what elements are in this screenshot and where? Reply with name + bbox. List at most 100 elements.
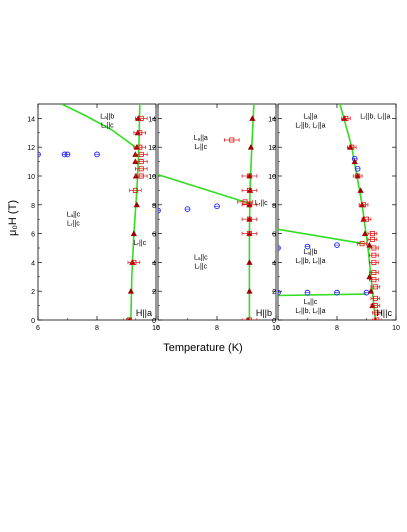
triangle-point <box>127 287 135 294</box>
panel-1: 0 2 4 6 8 10 12 14 6 8 10 Lₐ||b Lᵣ||c Lₐ||c Lᵣ||c Lᵣ||c… <box>27 103 160 332</box>
region-label: Lₐ||c <box>304 299 318 306</box>
region-label: Lₐ||a <box>194 135 208 142</box>
panels-layer: 0 2 4 6 8 10 12 14 6 8 10 Lₐ||b Lᵣ||c Lₐ||c Lᵣ||c Lᵣ||c… <box>27 103 400 332</box>
phase-boundary <box>248 104 255 320</box>
square-point <box>369 236 375 242</box>
phase-boundary <box>339 104 377 320</box>
triangle-point <box>361 230 369 237</box>
panel-2: 0 2 4 6 8 10 12 14 6 8 10 Lₐ||a Lᵣ||c Lᵣ||c Lₐ||c Lᵣ||c… <box>148 103 280 332</box>
region-label-line2: Lᵣ||c <box>101 122 114 129</box>
y-tick-label: 4 <box>272 260 276 267</box>
y-tick-label: 6 <box>272 232 276 239</box>
square-point <box>359 241 365 247</box>
region-label-line2: Lᵣ||b, Lᵣ||a <box>295 308 325 315</box>
square-point <box>371 245 377 251</box>
panel-frame <box>157 103 277 321</box>
x-tick-label: 6 <box>156 325 160 332</box>
panel-frame <box>277 103 397 321</box>
x-tick-label: 8 <box>215 325 219 332</box>
square-point <box>369 231 375 237</box>
y-tick-label: 0 <box>31 318 35 325</box>
y-axis-label: μ₀H (T) <box>7 200 19 236</box>
region-label-line2: Lᵣ||c <box>194 264 207 271</box>
square-point <box>246 202 252 208</box>
x-tick-label: 10 <box>272 325 280 332</box>
x-tick-label: 8 <box>95 325 99 332</box>
region-label: Lₐ||a <box>303 113 317 120</box>
panel-plot-area <box>38 104 148 320</box>
region-label: Lᵣ||c <box>133 240 146 247</box>
square-point <box>343 115 349 121</box>
square-point <box>246 317 252 320</box>
y-tick-label: 4 <box>152 260 156 267</box>
phase-boundary <box>278 293 367 297</box>
phase-boundary <box>278 228 364 245</box>
x-tick-label: 10 <box>392 325 400 332</box>
square-point <box>138 159 144 165</box>
square-point <box>229 137 235 143</box>
triangle-point <box>130 230 138 237</box>
square-point <box>372 295 378 301</box>
panel-plot-area <box>278 104 382 320</box>
y-tick-label: 2 <box>272 289 276 296</box>
square-point <box>372 284 378 290</box>
region-label: Lₐ||c <box>194 255 208 262</box>
y-tick-label: 2 <box>152 289 156 296</box>
square-point <box>138 151 144 157</box>
triangle-point <box>249 115 256 121</box>
square-point <box>371 269 377 275</box>
square-point <box>246 173 252 179</box>
panel-plot-area <box>158 104 258 320</box>
x-tick-label: 6 <box>36 325 40 332</box>
triangle-point <box>247 143 255 150</box>
y-tick-label: 6 <box>31 232 35 239</box>
triangle-point <box>246 287 253 294</box>
panel-frame <box>37 103 157 321</box>
square-point <box>138 115 144 121</box>
y-tick-label: 0 <box>152 318 156 325</box>
field-orientation-label: H||c <box>376 308 392 318</box>
square-point <box>361 202 367 208</box>
y-tick-label: 4 <box>31 260 35 267</box>
triangle-point <box>133 201 140 208</box>
phase-boundary <box>130 104 141 320</box>
y-tick-label: 12 <box>27 145 35 152</box>
phase-boundary <box>158 173 250 205</box>
square-point <box>132 187 138 193</box>
region-label: Lᵣ||b, Lᵣ||a <box>360 113 390 120</box>
y-tick-label: 10 <box>268 174 276 181</box>
circle-point <box>158 207 161 214</box>
square-point <box>126 317 132 320</box>
region-label-line2: Lᵣ||b, Lᵣ||a <box>295 122 325 129</box>
y-tick-label: 2 <box>31 289 35 296</box>
square-point <box>246 187 252 193</box>
region-label: Lₐ||c <box>67 211 81 218</box>
y-tick-label: 8 <box>31 203 35 210</box>
region-label-line2: Lᵣ||c <box>67 220 80 227</box>
square-point <box>363 216 369 222</box>
field-orientation-label: H||a <box>136 308 152 318</box>
triangle-point <box>246 259 253 265</box>
x-tick-label: 8 <box>335 325 339 332</box>
region-label: Lₐ||b <box>100 113 114 120</box>
square-point <box>137 130 143 136</box>
y-tick-label: 12 <box>148 145 156 152</box>
y-tick-label: 6 <box>152 232 156 239</box>
y-tick-label: 12 <box>268 145 276 152</box>
square-point <box>371 277 377 283</box>
square-point <box>131 259 137 265</box>
region-label: Lᵣ||c <box>255 200 268 207</box>
square-point <box>138 173 144 179</box>
square-point <box>374 317 380 320</box>
panel-3: 0 2 4 6 8 10 12 14 6 8 10 Lₐ||a Lᵣ||b, Lᵣ||a Lᵣ||b, L… <box>268 103 400 332</box>
x-tick-label: 10 <box>152 325 160 332</box>
y-tick-label: 0 <box>272 318 276 325</box>
region-label-line2: Lᵣ||c <box>194 144 207 151</box>
square-point <box>371 252 377 258</box>
x-axis-label: Temperature (K) <box>163 342 242 354</box>
square-point <box>242 199 248 205</box>
y-tick-label: 8 <box>152 203 156 210</box>
y-tick-label: 8 <box>272 203 276 210</box>
